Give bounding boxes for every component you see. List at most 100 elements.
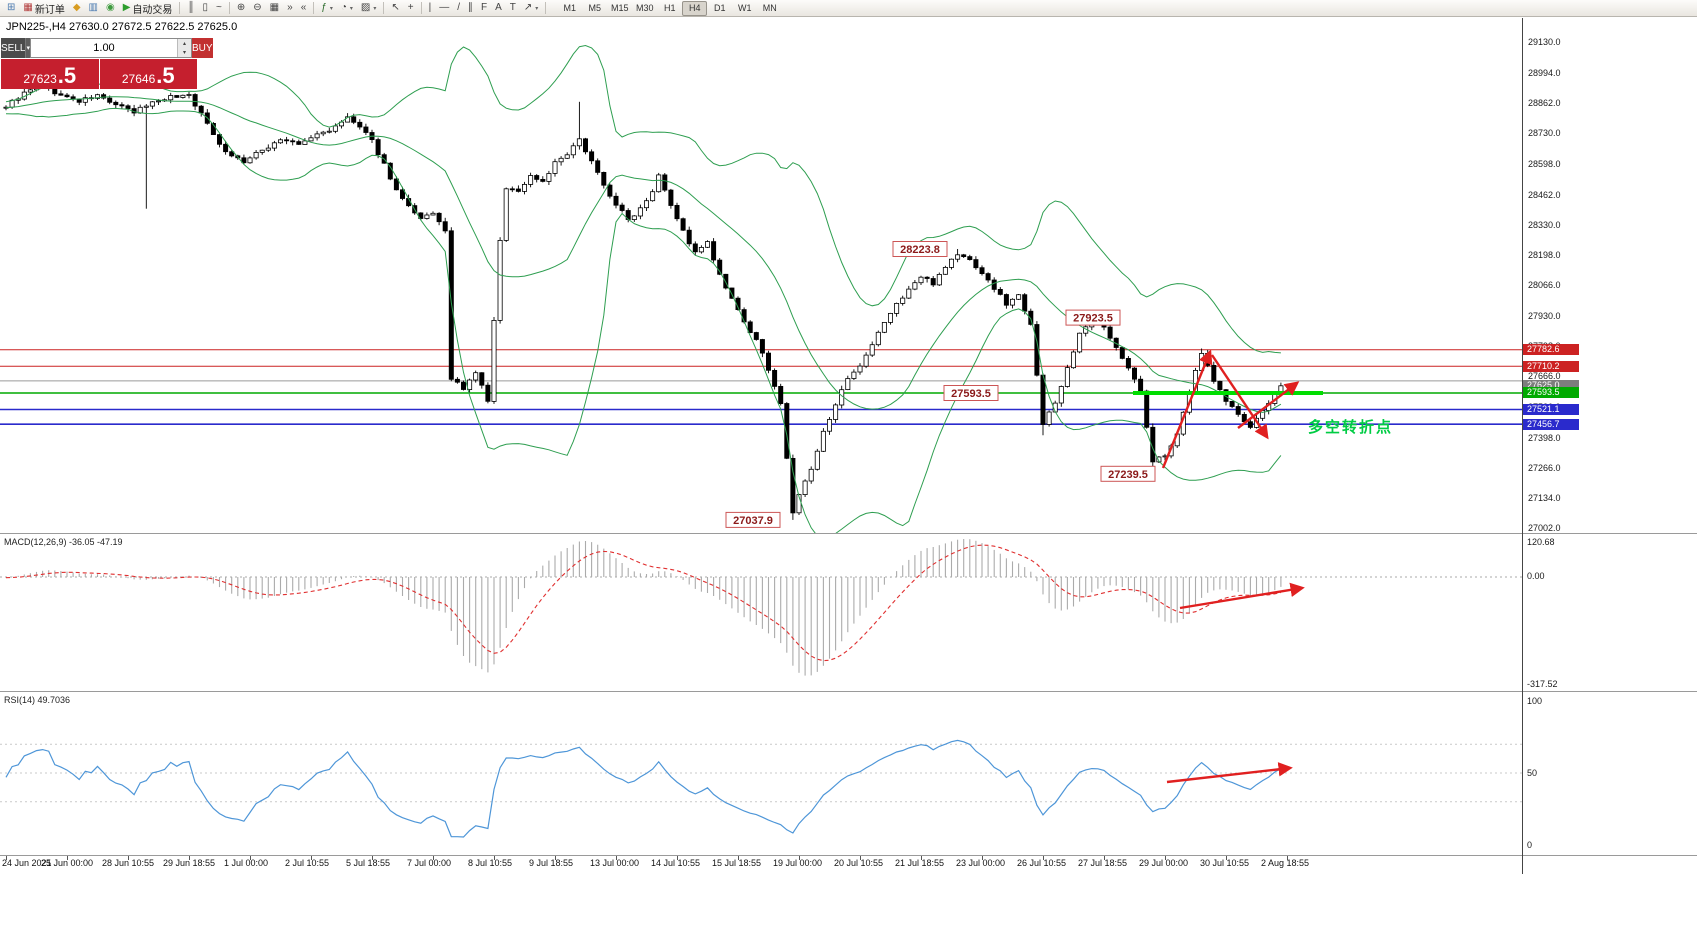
zoom-in-button[interactable]: ⊕ <box>233 0 249 16</box>
new-order-button[interactable]: ▦ 新订单 <box>19 0 68 16</box>
new-order-label: 新订单 <box>34 4 65 16</box>
rsi-trend-arrow[interactable] <box>1166 762 1293 784</box>
market-watch-button[interactable]: ▥ <box>85 0 102 16</box>
line-chart-mode-button[interactable]: ~ <box>212 0 226 16</box>
timeframe-m5-button[interactable]: M5 <box>588 3 602 13</box>
time-axis-label: 1 Jul 00:00 <box>224 858 269 868</box>
chart-shift-button[interactable]: « <box>297 0 311 16</box>
arrows-tool-caret-icon: ▾ <box>535 5 539 12</box>
new-chart-button[interactable]: ⊞ <box>3 0 19 16</box>
cursor-icon: ↖ <box>391 2 400 13</box>
periods-button[interactable]: ◔ ▾ <box>337 0 357 16</box>
time-axis-label: 21 Jul 18:55 <box>895 858 945 868</box>
pivot-note-text[interactable]: 多空转折点 <box>1308 418 1393 436</box>
one-click-trading-panel: SELL ▾ ▴ ▾ BUY 27623 .5 27646 .5 <box>1 38 213 89</box>
zoom-in-icon: ⊕ <box>236 2 246 13</box>
timeframe-d1-button[interactable]: D1 <box>714 3 726 13</box>
indicators-caret-icon: ▾ <box>329 5 333 12</box>
buy-button[interactable]: BUY <box>191 38 213 58</box>
bar-chart-mode-button[interactable]: ║ <box>183 0 198 16</box>
trend-arrow[interactable] <box>1161 349 1213 469</box>
pane-separator[interactable] <box>0 533 1697 534</box>
tile-windows-icon: ▦ <box>269 2 280 13</box>
templates-button[interactable]: ▨ ▾ <box>357 0 380 16</box>
price-axis-border <box>1522 18 1523 874</box>
price-axis-tick: 27930.0 <box>1528 311 1561 322</box>
timeframe-m30-button[interactable]: M30 <box>636 3 654 13</box>
price-axis-tick: 27134.0 <box>1528 492 1561 503</box>
trend-arrow[interactable] <box>1211 354 1269 440</box>
text-button[interactable]: A <box>491 0 506 16</box>
vertical-line-button[interactable]: | <box>425 0 436 16</box>
buy-price-fraction: .5 <box>156 63 175 88</box>
svg-text:27037.9: 27037.9 <box>733 515 773 527</box>
trade-top-row: SELL ▾ ▴ ▾ BUY <box>1 38 213 58</box>
chart-shift-icon: « <box>300 2 307 13</box>
bollinger-middle-line <box>5 96 1282 413</box>
macd-axis-max: 120.68 <box>1527 537 1555 547</box>
volume-input[interactable] <box>30 39 177 57</box>
arrows-tool-button[interactable]: ↗ ▾ <box>520 0 542 16</box>
price-axis-badge: 27625.0 <box>1523 380 1579 392</box>
horizontal-line-button[interactable]: ― <box>435 0 453 16</box>
timeframe-h1-button[interactable]: H1 <box>664 3 676 13</box>
order-type-dropdown[interactable]: ▾ <box>25 38 30 58</box>
sell-price-fraction: .5 <box>57 63 77 88</box>
sell-button[interactable]: SELL <box>1 38 26 58</box>
price-callout[interactable]: 27037.9 <box>725 511 781 528</box>
time-axis-label: 2 Aug 18:55 <box>1261 858 1310 868</box>
auto-scroll-button[interactable]: » <box>283 0 297 16</box>
price-callout[interactable]: 27593.5 <box>943 385 999 401</box>
mql5-community-button[interactable]: ◆ <box>69 0 85 16</box>
rsi-axis-max: 100 <box>1527 696 1543 706</box>
price-callout[interactable]: 27923.5 <box>1065 309 1121 326</box>
time-axis-label: 24 Jun 2021 <box>2 858 52 868</box>
price-axis-tick: 27002.0 <box>1528 523 1561 534</box>
trade-price-row: 27623 .5 27646 .5 <box>1 59 197 89</box>
new-order-icon: ▦ <box>23 2 33 13</box>
timeframe-mn-button[interactable]: MN <box>762 3 777 13</box>
trendline-button[interactable]: / <box>453 0 464 16</box>
cursor-button[interactable]: ↖ <box>387 0 403 16</box>
price-callout[interactable]: 27239.5 <box>1100 465 1156 482</box>
main-chart-pane[interactable]: 28223.8 27923.5 27593.5 27239.5 27037.9 多空转折点 <box>0 18 1522 533</box>
timeframe-m15-button[interactable]: M15 <box>611 3 629 13</box>
autotrading-label: 自动交易 <box>132 4 173 16</box>
time-axis-label: 20 Jul 10:55 <box>834 858 884 868</box>
crosshair-icon: + <box>407 2 414 13</box>
text-icon: A <box>495 2 502 13</box>
indicators-icon: ƒ <box>321 2 327 13</box>
sell-price-button[interactable]: 27623 .5 <box>1 59 99 89</box>
timeframe-h4-button[interactable]: H4 <box>682 0 708 16</box>
equidistant-channel-button[interactable]: ∥ <box>464 0 477 16</box>
timeframe-w1-button[interactable]: W1 <box>738 3 752 13</box>
price-callout[interactable]: 28223.8 <box>892 241 948 257</box>
fibonacci-retracement-button[interactable]: F <box>477 0 491 16</box>
timeframe-m1-button[interactable]: M1 <box>563 3 577 13</box>
pane-separator[interactable] <box>0 691 1697 692</box>
tile-windows-button[interactable]: ▦ <box>266 0 283 16</box>
toolbar-separator <box>545 2 547 14</box>
time-axis-label: 14 Jul 10:55 <box>651 858 701 868</box>
zoom-out-button[interactable]: ⊖ <box>249 0 265 16</box>
volume-down-button[interactable]: ▾ <box>177 48 191 57</box>
trend-arrow[interactable] <box>1237 381 1300 429</box>
text-label-button[interactable]: T <box>506 0 520 16</box>
rsi-pane[interactable] <box>0 692 1522 855</box>
price-axis-tick: 28330.0 <box>1528 219 1561 230</box>
buy-price-button[interactable]: 27646 .5 <box>99 59 197 89</box>
autotrading-button[interactable]: ▶ 自动交易 <box>119 0 177 16</box>
data-window-icon: ◉ <box>106 2 115 13</box>
candlestick-mode-button[interactable]: ▯ <box>199 0 213 16</box>
macd-trend-arrow[interactable] <box>1179 582 1305 610</box>
rsi-line <box>5 739 1282 838</box>
time-axis-separator <box>0 855 1697 856</box>
hlines-layer[interactable] <box>0 349 1522 426</box>
price-axis[interactable]: 29130.0 28994.0 28862.0 28730.0 28598.0 28462… <box>1522 0 1697 938</box>
macd-pane[interactable] <box>0 534 1522 691</box>
volume-up-button[interactable]: ▴ <box>177 39 191 48</box>
mql5-community-icon: ◆ <box>72 2 81 13</box>
data-window-button[interactable]: ◉ <box>102 0 119 16</box>
crosshair-button[interactable]: + <box>404 0 418 16</box>
indicators-button[interactable]: ƒ ▾ <box>317 0 337 16</box>
